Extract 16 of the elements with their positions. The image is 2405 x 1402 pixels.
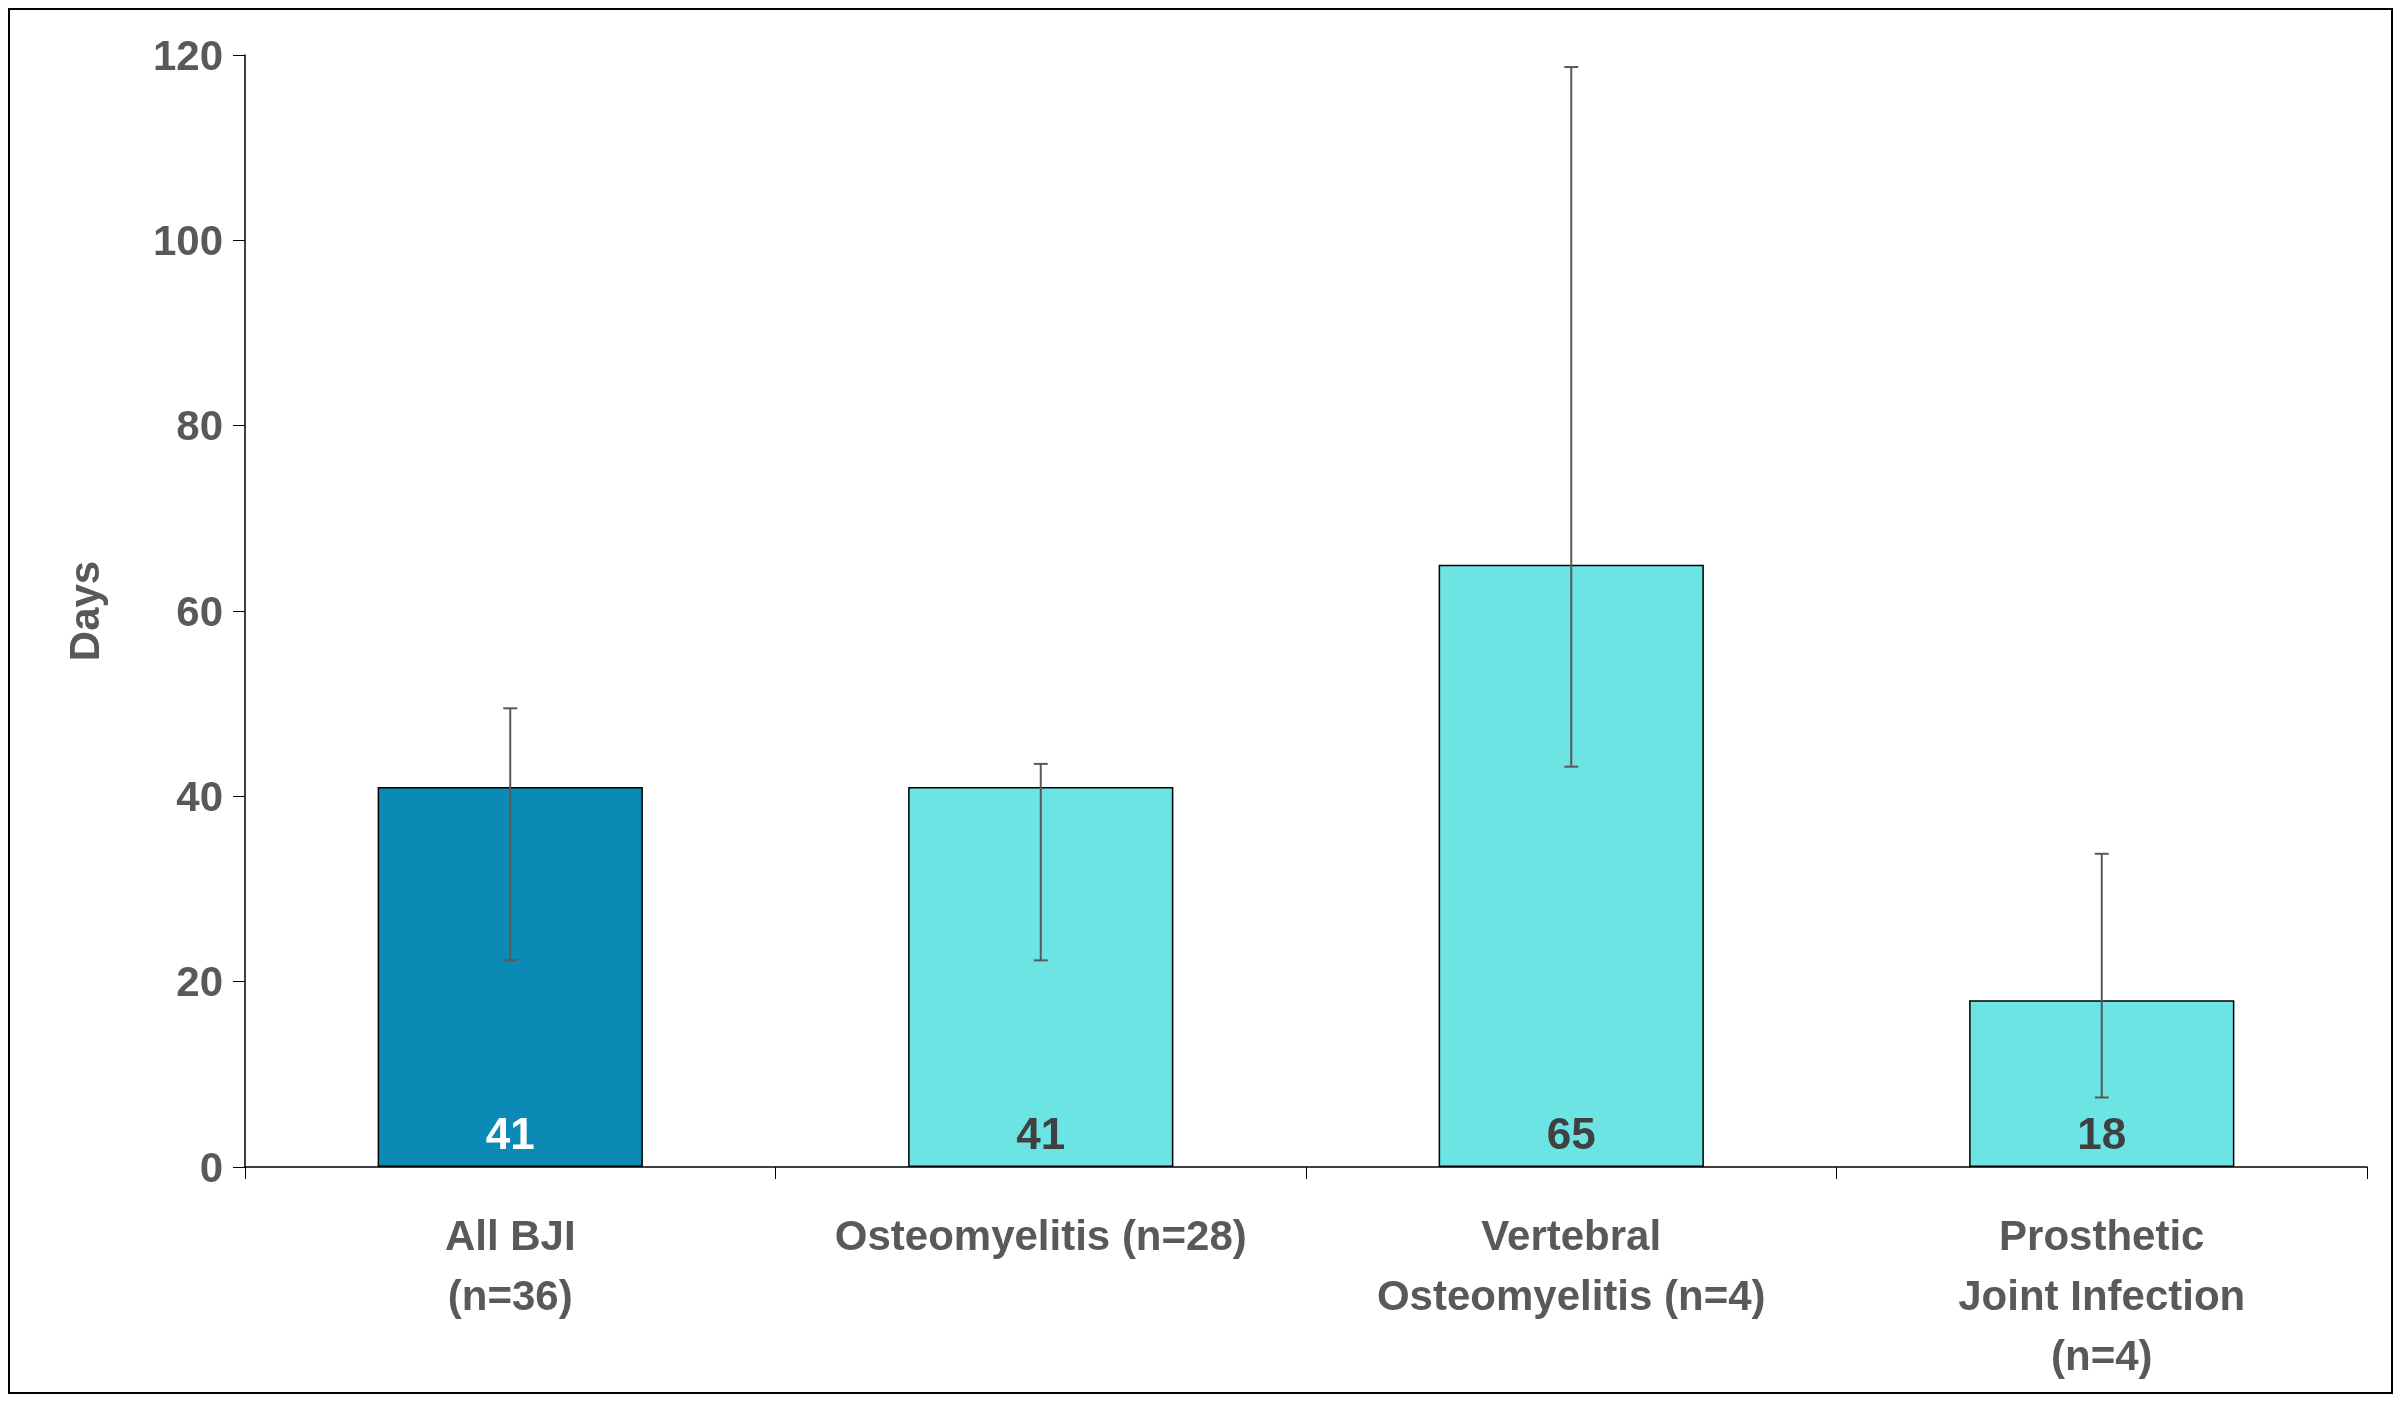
y-tick-label: 120 xyxy=(152,31,223,79)
y-tick-label: 80 xyxy=(176,402,223,450)
data-label: 41 xyxy=(485,1108,535,1158)
data-label: 41 xyxy=(1016,1108,1066,1158)
y-tick-label: 60 xyxy=(176,587,223,635)
y-tick-label: 0 xyxy=(199,1143,223,1191)
y-axis-title: Days xyxy=(60,560,108,662)
data-label: 18 xyxy=(2077,1108,2127,1158)
y-tick-label: 40 xyxy=(176,772,223,820)
x-tick-label: Vertebral Osteomyelitis (n=4) xyxy=(1376,1211,1766,1319)
y-tick-label: 100 xyxy=(152,216,223,264)
x-tick-label: Prosthetic Joint Infection (n=4) xyxy=(1958,1211,2246,1379)
x-tick-label: Osteomyelitis (n=28) xyxy=(834,1211,1247,1259)
x-tick-label: All BJI (n=36) xyxy=(444,1211,576,1319)
y-tick-label: 20 xyxy=(176,958,223,1006)
data-label: 65 xyxy=(1546,1108,1596,1158)
